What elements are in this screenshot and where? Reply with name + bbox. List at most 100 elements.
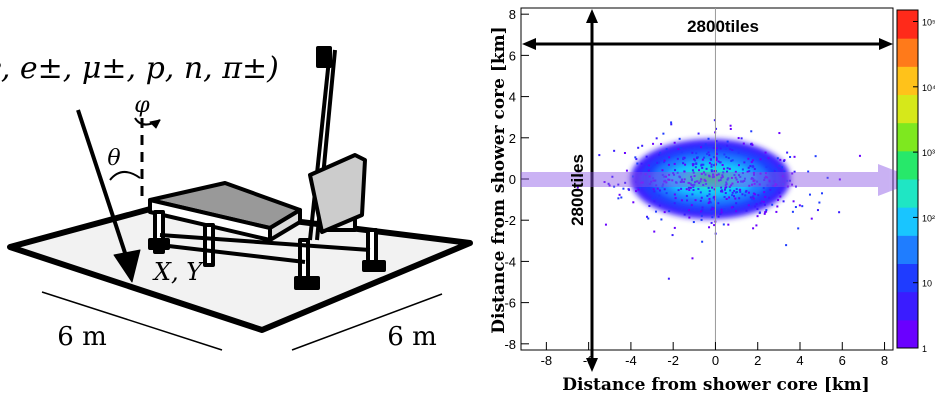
hit [741,168,744,171]
y-axis-title: Distance from shower core [km] [489,26,509,333]
hit [708,190,711,193]
hit [725,155,728,158]
hit [720,176,723,179]
colorbar-swatch [897,179,918,208]
hit [646,215,649,218]
hit [702,171,705,174]
hit [662,132,665,135]
hit [704,143,707,146]
hit [655,184,658,187]
hit [694,199,697,202]
hit [753,168,756,171]
hit [826,176,829,179]
hit [743,179,746,182]
hit [732,205,735,208]
hit [702,163,705,166]
hit [613,149,616,152]
hit [671,234,674,237]
hit [786,185,789,188]
hit [775,183,778,186]
hit [756,215,759,218]
hit [756,207,759,210]
hit [694,159,697,162]
hit [730,206,733,209]
hit [735,191,738,194]
colorbar-swatch [897,207,918,236]
hit [807,170,810,173]
hit [756,180,759,183]
hit [640,162,643,165]
hit [710,221,713,224]
hit [679,147,682,150]
hit [731,149,734,152]
hit [747,204,750,207]
hit [699,180,702,183]
hit [685,188,688,191]
hit [620,196,623,199]
hit [753,200,756,203]
hit [778,191,781,194]
hit [644,173,647,176]
hit [749,143,752,146]
hit [692,221,695,224]
hit [690,178,693,181]
incident-arrow [76,109,130,263]
hit [708,226,711,229]
hit [745,189,748,192]
hit [623,151,626,154]
hit [723,195,726,198]
hit [700,164,703,167]
colorbar-swatch [897,10,918,39]
hit [722,167,725,170]
hit [717,202,720,205]
hit [814,155,817,158]
y-tick-label: -6 [504,296,516,311]
hit [759,202,762,205]
hit [683,213,686,216]
hit [721,175,724,178]
hit [838,178,841,181]
hit [791,172,794,175]
hit [640,172,643,175]
hit [740,137,743,140]
hit [739,175,742,178]
hit [613,185,616,188]
hit [686,199,689,202]
hit [687,186,690,189]
hit [655,137,658,140]
hit [750,161,753,164]
hit [661,173,664,176]
hit [719,179,722,182]
hit [752,227,755,230]
frame [148,46,386,290]
hit [726,178,729,181]
hit [625,169,628,172]
hit [821,192,824,195]
hit [705,152,708,155]
hit [729,148,732,151]
hit [792,200,795,203]
hit [749,202,752,205]
hit [721,174,724,177]
hit [668,156,671,159]
hit [723,188,726,191]
hit [740,180,743,183]
hit [694,166,697,169]
hit [727,156,730,159]
hit [671,179,674,182]
hit [729,127,732,130]
hit [699,191,702,194]
hit [793,170,796,173]
hit [691,169,694,172]
hit [636,162,639,165]
hit [772,174,775,177]
hit [727,177,730,180]
hit [748,170,751,173]
arrowhead [113,249,141,283]
hit [747,166,750,169]
hit [783,159,786,162]
hit [700,214,703,217]
hit [711,176,714,179]
hit [697,187,700,190]
hit [663,161,666,164]
